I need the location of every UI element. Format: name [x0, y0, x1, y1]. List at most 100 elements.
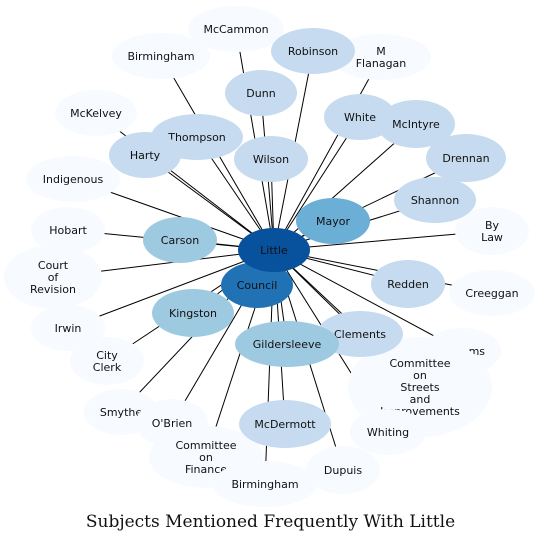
node-label: Court of Revision	[30, 259, 76, 296]
node-shape	[234, 136, 308, 182]
node-label: Whiting	[367, 426, 409, 439]
node-shape	[306, 446, 380, 494]
node-by-law: By Law	[455, 207, 529, 255]
edge-little-m-flanagan	[273, 56, 382, 251]
nodes-layer: McCammon Birmingham M Flanagan McKelvey Indig…	[4, 6, 535, 507]
node-shannon: Shannon	[394, 177, 476, 223]
node-label: Drennan	[442, 152, 489, 165]
node-label: Wilson	[253, 153, 289, 166]
edge-little-williams	[273, 249, 463, 352]
node-hobart: Hobart	[31, 207, 105, 253]
node-label: Birmingham	[231, 478, 298, 491]
node-shape	[225, 70, 297, 116]
node-shape	[394, 177, 476, 223]
node-label: Committee on Finance	[175, 439, 236, 476]
node-label: Redden	[387, 278, 429, 291]
node-shape	[239, 400, 331, 448]
node-shape	[455, 207, 529, 255]
node-label: Thompson	[167, 131, 226, 144]
node-gildersleeve: Gildersleeve	[235, 321, 339, 367]
node-mckelvey: McKelvey	[55, 90, 137, 136]
node-shape	[152, 289, 234, 337]
node-label: Kingston	[169, 307, 217, 320]
node-harty: Harty	[109, 132, 181, 178]
node-birmingham: Birmingham	[112, 33, 210, 79]
node-kingston: Kingston	[152, 289, 234, 337]
node-wilson: Wilson	[234, 136, 308, 182]
node-label: Gildersleeve	[253, 338, 322, 351]
node-redden: Redden	[371, 260, 445, 308]
node-mccammon: McCammon	[188, 6, 284, 52]
node-shape	[377, 100, 455, 148]
node-label: Shannon	[411, 194, 459, 207]
node-label: McCammon	[203, 23, 268, 36]
node-shape	[350, 409, 426, 455]
node-shape	[221, 262, 293, 308]
node-mcintyre: McIntyre	[377, 100, 455, 148]
node-label: By Law	[481, 219, 503, 244]
node-shape	[238, 228, 310, 272]
node-carson: Carson	[143, 217, 217, 263]
node-label: Little	[260, 244, 288, 257]
node-shape	[235, 321, 339, 367]
node-label: McIntyre	[392, 118, 440, 131]
node-label: McDermott	[254, 418, 316, 431]
node-shape	[112, 33, 210, 79]
node-shape	[4, 245, 102, 309]
node-label: Irwin	[55, 322, 82, 335]
node-label: Smythe	[100, 406, 142, 419]
node-shape	[70, 337, 144, 385]
node-shape	[31, 305, 105, 351]
node-shape	[213, 461, 317, 507]
node-creeggan: Creeggan	[449, 270, 535, 316]
node-label: Harty	[130, 149, 161, 162]
node-little: Little	[238, 228, 310, 272]
node-shape	[188, 6, 284, 52]
node-dupuis: Dupuis	[306, 446, 380, 494]
node-council: Council	[221, 262, 293, 308]
node-label: White	[344, 111, 376, 124]
edge-little-white	[273, 116, 361, 251]
node-label: McKelvey	[70, 107, 122, 120]
network-graph: McCammon Birmingham M Flanagan McKelvey Indig…	[4, 6, 535, 507]
node-m-flanagan: M Flanagan	[331, 34, 431, 80]
node-mayor: Mayor	[296, 198, 370, 244]
node-shape	[331, 34, 431, 80]
node-indigenous: Indigenous	[26, 156, 120, 202]
node-label: O'Brien	[152, 417, 193, 430]
node-label: Creeggan	[465, 287, 518, 300]
node-shape	[109, 132, 181, 178]
node-shape	[26, 156, 120, 202]
node-label: Hobart	[49, 224, 87, 237]
node-label: Indigenous	[43, 173, 104, 186]
node-court-of-revision: Court of Revision	[4, 245, 102, 309]
node-whiting: Whiting	[350, 409, 426, 455]
node-label: Council	[237, 279, 278, 292]
node-shape	[271, 28, 355, 74]
node-shape	[143, 217, 217, 263]
node-label: M Flanagan	[356, 45, 407, 70]
node-irwin: Irwin	[31, 305, 105, 351]
chart-title: Subjects Mentioned Frequently With Littl…	[85, 512, 456, 532]
node-dunn: Dunn	[225, 70, 297, 116]
node-shape	[296, 198, 370, 244]
node-city-clerk: City Clerk	[70, 337, 144, 385]
node-drennan: Drennan	[426, 134, 506, 182]
node-shape	[449, 270, 535, 316]
node-label: Birmingham	[127, 50, 194, 63]
node-label: Robinson	[288, 45, 338, 58]
node-shape	[55, 90, 137, 136]
node-shape	[31, 207, 105, 253]
node-label: City Clerk	[93, 349, 122, 374]
node-label: Mayor	[316, 215, 350, 228]
node-robinson: Robinson	[271, 28, 355, 74]
node-label: Dupuis	[324, 464, 362, 477]
node-shape	[371, 260, 445, 308]
node-mcdermott: McDermott	[239, 400, 331, 448]
node-label: Dunn	[246, 87, 275, 100]
node-label: Clements	[334, 328, 386, 341]
node-shape	[426, 134, 506, 182]
edge-little-mcintyre	[273, 123, 417, 251]
node-label: Carson	[161, 234, 199, 247]
node-birmingham-2: Birmingham	[213, 461, 317, 507]
